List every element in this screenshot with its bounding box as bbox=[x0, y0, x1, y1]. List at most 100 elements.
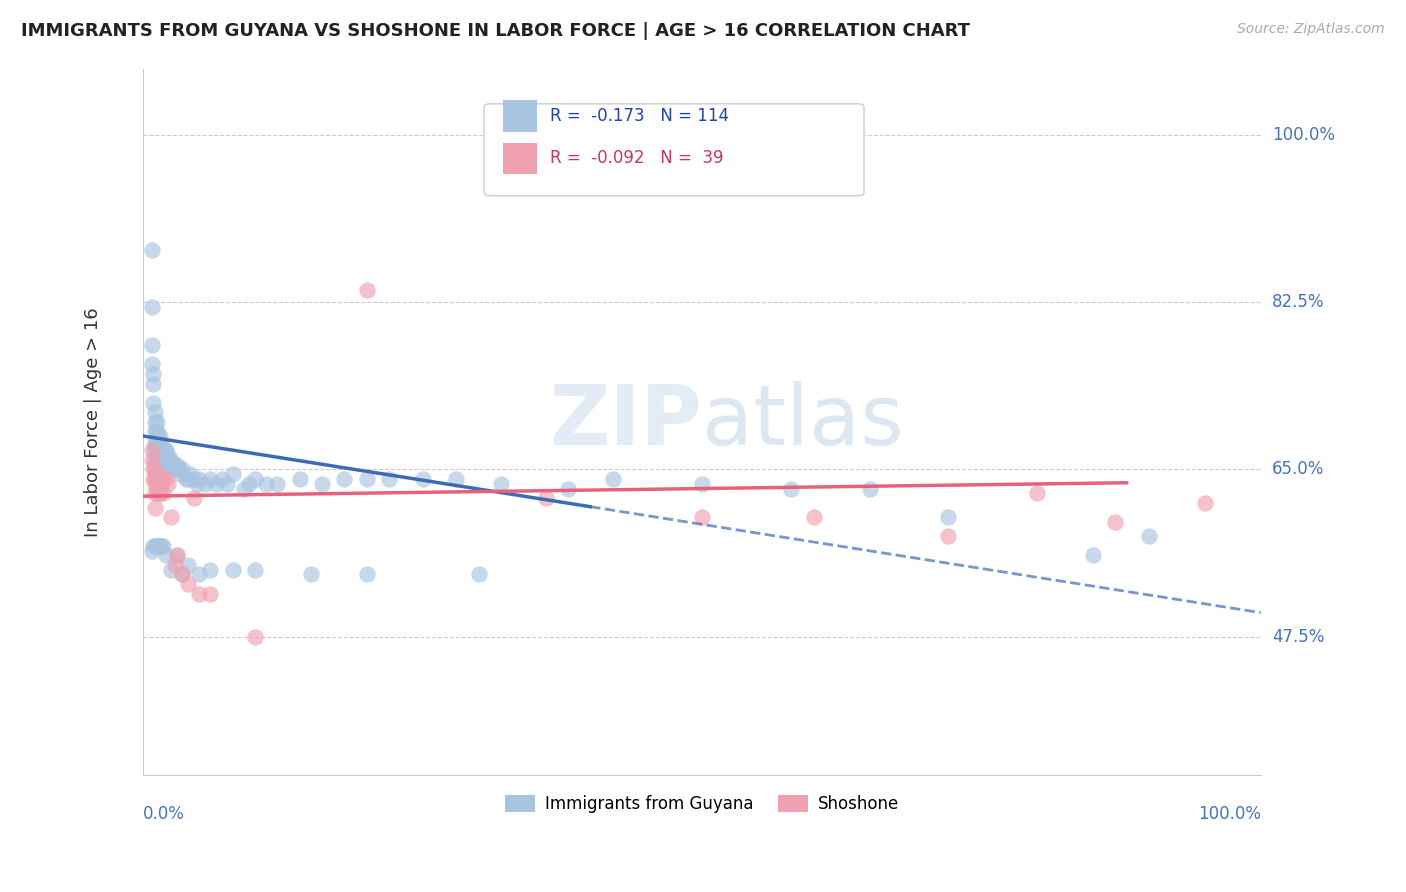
Point bbox=[145, 467, 167, 482]
Point bbox=[142, 539, 165, 553]
Point bbox=[1026, 486, 1049, 500]
Text: 100.0%: 100.0% bbox=[1198, 805, 1261, 823]
Point bbox=[166, 549, 188, 563]
Point bbox=[149, 476, 172, 491]
Point bbox=[145, 462, 167, 476]
Point bbox=[141, 453, 163, 467]
Point bbox=[145, 424, 167, 438]
Point bbox=[205, 476, 228, 491]
Point bbox=[243, 563, 266, 577]
Point bbox=[141, 443, 163, 458]
Point bbox=[356, 567, 378, 582]
Point bbox=[167, 462, 190, 476]
Point bbox=[166, 549, 188, 563]
Point bbox=[148, 539, 170, 553]
Point bbox=[557, 482, 579, 496]
Point bbox=[356, 472, 378, 486]
Point bbox=[153, 453, 176, 467]
Point bbox=[378, 472, 401, 486]
Point bbox=[217, 476, 239, 491]
Point bbox=[163, 558, 186, 572]
Point bbox=[936, 529, 959, 543]
Point bbox=[146, 458, 169, 472]
Point bbox=[143, 539, 166, 553]
Point bbox=[150, 453, 173, 467]
Point bbox=[333, 472, 356, 486]
Point bbox=[143, 455, 166, 469]
Point bbox=[200, 586, 222, 600]
Point bbox=[194, 476, 217, 491]
Point bbox=[288, 472, 311, 486]
Point bbox=[149, 539, 172, 553]
Point bbox=[149, 439, 172, 453]
Point bbox=[444, 472, 467, 486]
Point bbox=[169, 467, 191, 482]
Point bbox=[183, 472, 205, 486]
Point bbox=[145, 415, 167, 429]
Point bbox=[155, 458, 177, 472]
Point bbox=[156, 453, 179, 467]
Point bbox=[145, 486, 167, 500]
Point bbox=[149, 434, 172, 448]
Point bbox=[412, 472, 434, 486]
Point bbox=[186, 476, 208, 491]
Point bbox=[858, 482, 880, 496]
Point bbox=[188, 567, 211, 582]
Point bbox=[690, 476, 713, 491]
Point bbox=[157, 453, 180, 467]
Point bbox=[803, 510, 825, 524]
Point bbox=[156, 448, 179, 462]
Legend: Immigrants from Guyana, Shoshone: Immigrants from Guyana, Shoshone bbox=[498, 788, 905, 820]
Text: 65.0%: 65.0% bbox=[1272, 460, 1324, 478]
Point bbox=[311, 476, 333, 491]
Point bbox=[467, 567, 489, 582]
Point bbox=[142, 472, 165, 486]
Point bbox=[143, 439, 166, 453]
Point bbox=[534, 491, 557, 505]
Point bbox=[155, 448, 177, 462]
Text: R =  -0.173   N = 114: R = -0.173 N = 114 bbox=[550, 107, 730, 125]
Point bbox=[160, 510, 183, 524]
Point bbox=[143, 476, 166, 491]
Point bbox=[489, 476, 512, 491]
Point bbox=[222, 467, 245, 482]
Point bbox=[145, 472, 167, 486]
Point bbox=[177, 577, 200, 591]
Text: IMMIGRANTS FROM GUYANA VS SHOSHONE IN LABOR FORCE | AGE > 16 CORRELATION CHART: IMMIGRANTS FROM GUYANA VS SHOSHONE IN LA… bbox=[21, 22, 970, 40]
Point bbox=[143, 453, 166, 467]
Point bbox=[155, 549, 177, 563]
Point bbox=[152, 448, 174, 462]
Point bbox=[254, 476, 277, 491]
Point bbox=[143, 472, 166, 486]
Point bbox=[156, 476, 179, 491]
Point bbox=[162, 462, 184, 476]
Point bbox=[243, 472, 266, 486]
Point bbox=[150, 472, 173, 486]
Text: Source: ZipAtlas.com: Source: ZipAtlas.com bbox=[1237, 22, 1385, 37]
Point bbox=[243, 630, 266, 644]
Text: atlas: atlas bbox=[702, 381, 904, 462]
Text: 100.0%: 100.0% bbox=[1272, 127, 1334, 145]
Point bbox=[160, 453, 183, 467]
Point bbox=[150, 439, 173, 453]
Point bbox=[266, 476, 288, 491]
Text: 47.5%: 47.5% bbox=[1272, 627, 1324, 646]
Point bbox=[148, 486, 170, 500]
Point bbox=[142, 376, 165, 391]
Point bbox=[143, 500, 166, 515]
Point bbox=[188, 586, 211, 600]
Point bbox=[149, 486, 172, 500]
Point bbox=[149, 429, 172, 443]
Text: 0.0%: 0.0% bbox=[143, 805, 186, 823]
Point bbox=[143, 434, 166, 448]
Point bbox=[162, 458, 184, 472]
Text: 82.5%: 82.5% bbox=[1272, 293, 1324, 311]
Point bbox=[145, 464, 167, 478]
Point bbox=[172, 567, 194, 582]
Point bbox=[141, 543, 163, 558]
Point bbox=[150, 443, 173, 458]
Point bbox=[159, 462, 181, 476]
Point bbox=[602, 472, 624, 486]
Point bbox=[146, 453, 169, 467]
Point bbox=[1137, 529, 1160, 543]
